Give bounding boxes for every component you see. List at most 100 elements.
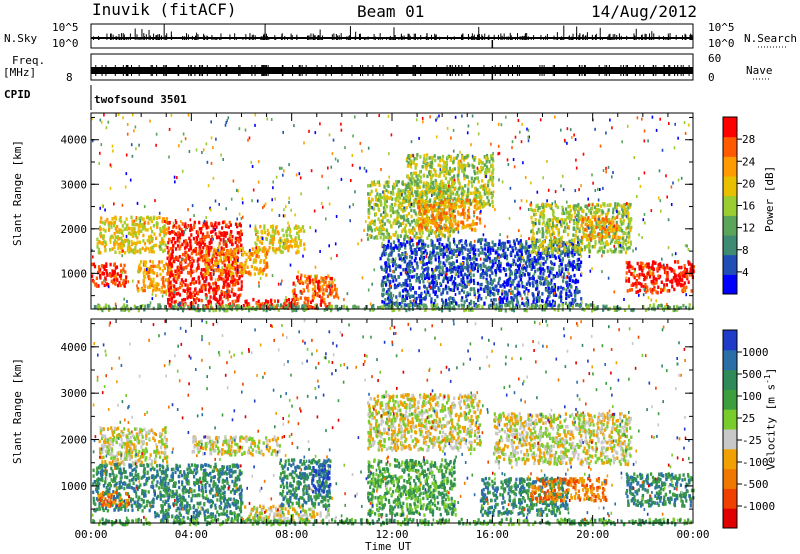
power-cell	[541, 276, 544, 280]
power-cell	[233, 248, 236, 253]
power-cell	[553, 289, 556, 294]
power-cell	[153, 271, 156, 275]
power-cell	[440, 248, 443, 252]
power-cell	[292, 239, 295, 243]
power-cell	[215, 235, 219, 240]
power-cell	[541, 256, 544, 260]
power-cell	[408, 242, 411, 246]
power-cell	[221, 300, 224, 304]
power-cell	[172, 294, 175, 299]
power-cell	[518, 274, 521, 278]
power-cell	[191, 264, 194, 268]
power-cell	[479, 197, 482, 201]
power-cell	[457, 274, 460, 278]
power-cell	[317, 282, 320, 286]
power-cell	[402, 242, 405, 246]
power-cell	[255, 242, 258, 246]
power-cell	[428, 229, 431, 234]
power-cell	[231, 234, 234, 239]
power-cell	[117, 283, 120, 288]
power-cell	[387, 190, 390, 194]
power-cell	[521, 267, 525, 271]
power-cell	[469, 249, 472, 253]
power-cell	[493, 292, 496, 297]
power-cell	[436, 201, 439, 206]
power-cell	[382, 206, 386, 210]
power-cell	[411, 265, 414, 270]
power-cell	[214, 221, 217, 225]
power-cell	[568, 301, 571, 306]
power-cell	[172, 277, 175, 282]
power-cell	[412, 203, 415, 208]
power-cell	[114, 266, 117, 270]
power-cell	[257, 249, 260, 253]
power-cell	[416, 245, 419, 249]
power-cell	[220, 292, 223, 297]
power-cell	[200, 271, 203, 276]
power-cell	[460, 267, 463, 271]
power-cell	[204, 272, 207, 277]
power-cell	[504, 273, 508, 277]
power-cell	[431, 213, 435, 217]
power-cell	[401, 289, 405, 293]
power-cell	[239, 235, 242, 239]
power-cell	[440, 191, 443, 195]
power-cell	[464, 198, 467, 202]
power-cell	[270, 225, 273, 229]
power-cell	[460, 298, 463, 303]
power-cell	[442, 160, 446, 164]
power-cell	[546, 251, 549, 256]
power-cell	[580, 273, 583, 277]
power-cell	[462, 170, 465, 175]
power-cell	[124, 278, 127, 282]
power-cell	[408, 229, 411, 233]
power-cell	[229, 257, 232, 261]
power-cell	[501, 241, 505, 246]
power-cell	[234, 236, 237, 241]
power-cell	[453, 167, 456, 171]
power-cell	[460, 269, 463, 274]
power-cell	[397, 211, 400, 216]
power-cell	[214, 261, 217, 266]
power-cell	[479, 192, 482, 196]
power-cell	[256, 230, 259, 234]
power-cell	[499, 242, 502, 246]
power-cell	[525, 242, 528, 246]
power-cell	[165, 227, 168, 232]
power-cell	[414, 211, 417, 215]
power-cell	[187, 263, 190, 267]
power-cell	[509, 277, 512, 281]
power-cell	[170, 290, 173, 295]
power-cell	[436, 209, 439, 213]
power-cell	[396, 301, 399, 305]
power-cell	[471, 247, 475, 251]
power-cell	[444, 176, 447, 181]
power-cell	[396, 246, 399, 250]
power-cell	[308, 275, 311, 280]
power-cell	[434, 298, 437, 303]
power-cell	[180, 300, 183, 305]
power-cell	[483, 163, 486, 167]
power-cell	[201, 232, 205, 236]
power-cell	[320, 276, 323, 280]
power-cell	[421, 231, 424, 235]
power-cell	[422, 220, 425, 224]
power-cell	[420, 225, 423, 230]
power-cell	[530, 267, 533, 271]
power-cell	[511, 280, 514, 285]
power-cell	[175, 255, 178, 260]
power-cell	[476, 202, 479, 207]
power-cell	[369, 192, 372, 197]
power-cell	[488, 286, 491, 290]
power-cell	[433, 168, 436, 172]
date-title: 14/Aug/2012	[591, 2, 697, 21]
power-cell	[209, 237, 212, 242]
power-cell	[506, 296, 509, 300]
power-cell	[417, 247, 421, 252]
power-cell	[240, 232, 243, 237]
power-cell	[122, 240, 125, 244]
power-cell	[328, 280, 331, 285]
power-cell	[486, 255, 489, 259]
power-cell	[189, 295, 192, 299]
power-cell	[132, 231, 135, 236]
